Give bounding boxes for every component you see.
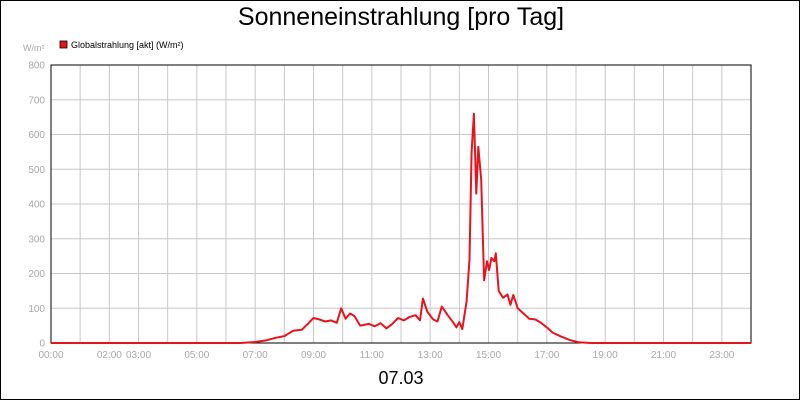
y-tick-label: 0 [39,339,45,350]
x-tick-label: 07:00 [243,350,268,361]
y-tick-label: 300 [28,234,45,245]
x-tick-label: 19:00 [593,350,618,361]
x-tick-label: 05:00 [184,350,209,361]
x-tick-label: 09:00 [301,350,326,361]
plot-border [50,64,752,344]
x-tick-label: 11:00 [360,350,385,361]
y-tick-label: 800 [28,61,45,72]
x-tick-label: 21:00 [651,350,676,361]
y-tick-label: 700 [28,95,45,106]
x-tick-label: 15:00 [476,350,501,361]
chart-title: Sonneneinstrahlung [pro Tag] [237,3,565,31]
y-tick-label: 500 [28,165,45,176]
y-axis-unit-label: W/m² [23,43,45,53]
y-tick-label: 200 [28,269,45,280]
x-tick-label: 17:00 [534,350,559,361]
legend-swatch [59,40,68,49]
x-tick-label: 03:00 [126,350,151,361]
x-tick-label: 00:00 [38,350,63,361]
y-tick-label: 100 [28,304,45,315]
x-tick-label: 02:00 [97,350,122,361]
series-line-0 [51,112,751,344]
y-tick-label: 600 [28,130,45,141]
x-axis-date-label: 07.03 [378,368,424,388]
y-tick-label: 400 [28,200,45,211]
x-tick-label: 13:00 [418,350,443,361]
x-tick-label: 23:00 [709,350,734,361]
legend-label: Globalstrahlung [akt] (W/m²) [71,40,184,50]
